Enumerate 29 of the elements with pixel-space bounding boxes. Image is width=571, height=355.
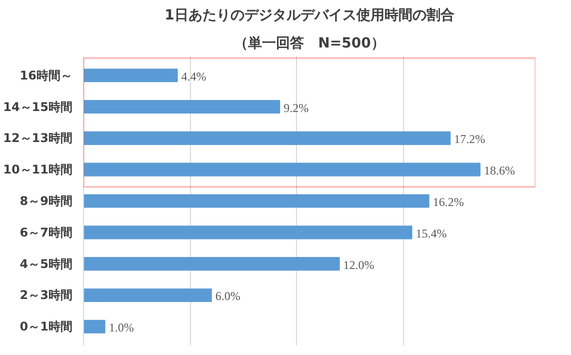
data-label: 1.0% <box>108 320 134 335</box>
bar <box>84 68 178 82</box>
bar <box>84 100 280 114</box>
data-label: 6.0% <box>215 289 240 304</box>
y-tick-label: 14～15時間 <box>3 100 73 114</box>
data-label: 17.2% <box>454 132 486 146</box>
data-label: 15.4% <box>416 226 447 240</box>
bar <box>84 194 430 208</box>
bar <box>84 226 412 240</box>
y-tick-label: 2～3時間 <box>20 288 73 302</box>
bar <box>84 162 480 176</box>
bar <box>84 320 106 334</box>
chart-subtitle: （単一回答 N=500） <box>234 36 385 52</box>
bar <box>84 131 451 145</box>
y-tick-label: 8～9時間 <box>20 194 73 208</box>
data-label: 16.2% <box>432 195 464 209</box>
y-tick-label: 16時間～ <box>20 68 73 82</box>
y-tick-label: 0～1時間 <box>20 320 73 334</box>
y-tick-label: 12～13時間 <box>3 131 73 146</box>
bar <box>84 257 340 271</box>
chart-title: 1日あたりのデジタルデバイス使用時間の割合 <box>164 6 454 24</box>
data-label: 12.0% <box>343 258 374 272</box>
data-label: 4.4% <box>181 69 206 84</box>
y-tick-label: 4～5時間 <box>20 256 73 271</box>
data-label: 9.2% <box>284 100 309 115</box>
y-tick-label: 10～11時間 <box>3 162 73 177</box>
bar <box>84 288 212 302</box>
y-tick-label: 6～7時間 <box>20 225 73 240</box>
data-label: 18.6% <box>484 164 515 178</box>
